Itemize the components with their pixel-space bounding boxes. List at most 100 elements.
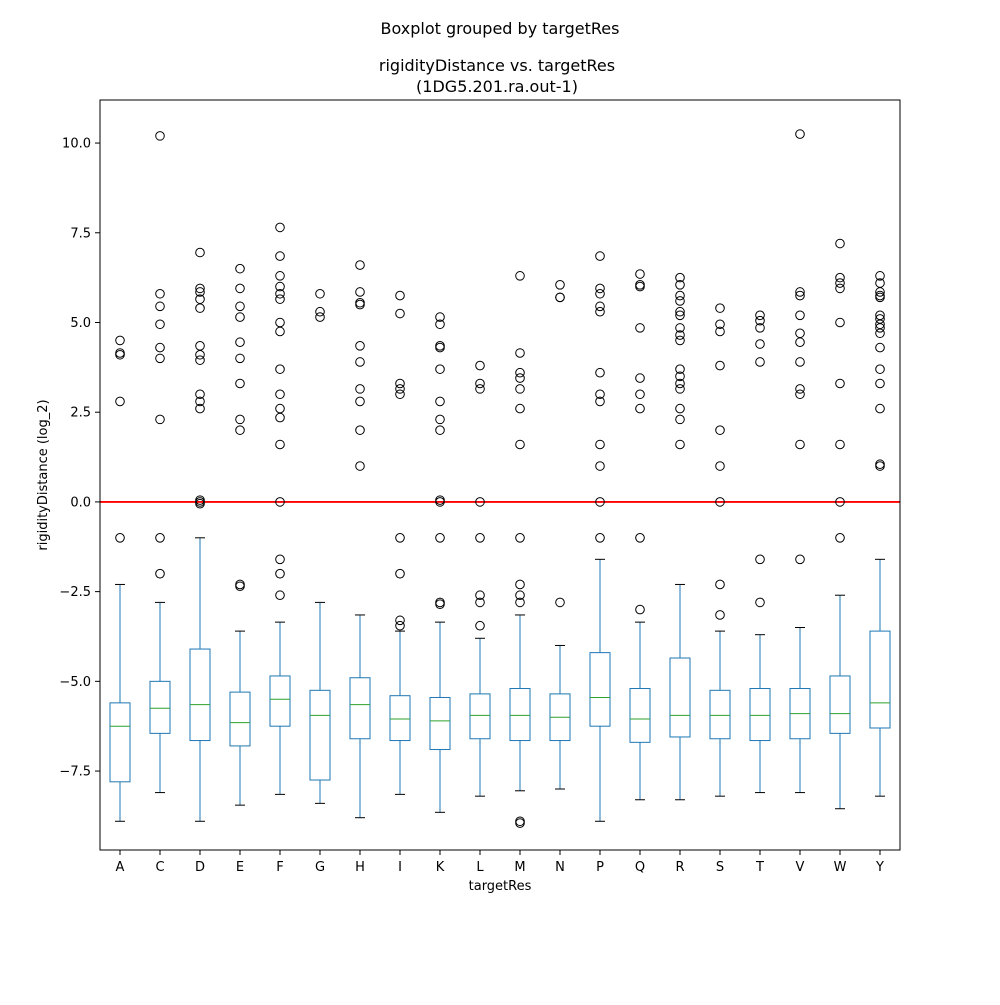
outlier-point (395, 378, 405, 389)
outlier-point (675, 296, 685, 306)
iqr-box (109, 702, 131, 783)
outlier-point (595, 251, 605, 261)
outlier-point (235, 301, 245, 312)
y-tick-label: 2.5 (70, 406, 91, 421)
outlier-point (875, 403, 885, 414)
iqr-box (189, 648, 211, 742)
outlier-point (635, 604, 645, 615)
x-tick-label: T (755, 860, 764, 875)
outlier-point (635, 403, 645, 414)
outlier-point (675, 280, 685, 290)
outlier-point (795, 554, 805, 565)
outlier-point (715, 425, 725, 435)
outlier-point (595, 389, 605, 400)
x-tick-label: I (398, 860, 402, 875)
x-tick-label: V (796, 860, 805, 875)
box-group-D (189, 247, 211, 822)
x-tick-label: F (276, 860, 283, 875)
outlier-point (675, 310, 685, 321)
outlier-point (395, 620, 405, 631)
box-group-F (269, 222, 291, 795)
outlier-point (515, 367, 525, 378)
box-group-E (229, 263, 251, 806)
outlier-point (355, 461, 365, 471)
x-tick-label: D (195, 860, 205, 875)
outlier-point (435, 532, 445, 543)
outlier-point (195, 341, 205, 351)
outlier-point (555, 292, 565, 303)
y-tick-label: 0.0 (70, 495, 91, 510)
outlier-point (795, 290, 805, 301)
outlier-point (515, 590, 525, 601)
outlier-point (675, 323, 685, 333)
box-group-L (469, 360, 491, 797)
iqr-box (749, 688, 771, 742)
x-tick-label: M (514, 860, 525, 875)
outlier-point (275, 439, 285, 450)
iqr-box (269, 675, 291, 727)
outlier-point (755, 323, 765, 333)
outlier-point (595, 461, 605, 471)
outlier-point (355, 425, 365, 435)
outlier-point (435, 425, 445, 435)
plot-frame (99, 99, 901, 851)
outlier-point (235, 263, 245, 274)
outlier-point (155, 288, 165, 299)
outlier-point (755, 315, 765, 326)
x-tick-label: N (555, 860, 565, 875)
outlier-point (275, 222, 285, 233)
outlier-point (755, 339, 765, 349)
outlier-point (515, 579, 525, 590)
plot-area (100, 129, 900, 828)
x-axis-label: targetRes (469, 879, 532, 894)
outlier-point (315, 306, 325, 317)
outlier-point (235, 414, 245, 425)
outlier-point (435, 341, 445, 351)
chart-subtitle: (1DG5.201.ra.out-1) (416, 77, 578, 96)
outlier-point (315, 288, 325, 299)
outlier-point (675, 330, 685, 340)
box-group-R (669, 272, 691, 801)
outlier-point (595, 367, 605, 378)
outlier-point (155, 353, 165, 364)
outlier-point (355, 357, 365, 367)
outlier-point (715, 579, 725, 590)
outlier-point (835, 278, 845, 288)
box-group-V (789, 129, 811, 794)
outlier-point (835, 497, 845, 507)
outlier-point (835, 317, 845, 328)
outlier-point (195, 498, 205, 509)
outlier-point (875, 271, 885, 281)
outlier-point (355, 341, 365, 351)
outlier-point (315, 312, 325, 322)
outlier-point (275, 271, 285, 281)
chart-title: rigidityDistance vs. targetRes (379, 56, 615, 75)
outlier-point (835, 283, 845, 294)
x-tick-label: G (315, 860, 325, 875)
outlier-point (355, 297, 365, 308)
outlier-point (275, 364, 285, 374)
outlier-point (515, 384, 525, 394)
outlier-point (395, 568, 405, 579)
outlier-point (195, 403, 205, 414)
outlier-point (675, 384, 685, 394)
outlier-point (875, 328, 885, 339)
x-tick-label: Y (875, 860, 884, 875)
outlier-point (435, 319, 445, 330)
outlier-point (475, 360, 485, 371)
iqr-box (429, 696, 451, 751)
iqr-box (469, 693, 491, 740)
outlier-point (435, 597, 445, 608)
y-tick-label: −2.5 (59, 585, 91, 600)
outlier-point (795, 287, 805, 297)
box-group-I (389, 290, 411, 795)
x-tick-label: Q (635, 860, 645, 875)
outlier-point (355, 396, 365, 407)
outlier-point (875, 459, 885, 470)
outlier-point (395, 290, 405, 301)
outlier-point (115, 349, 125, 360)
outlier-point (195, 396, 205, 407)
outlier-point (875, 292, 885, 303)
outlier-point (555, 597, 565, 608)
y-tick-label: 7.5 (70, 226, 91, 241)
